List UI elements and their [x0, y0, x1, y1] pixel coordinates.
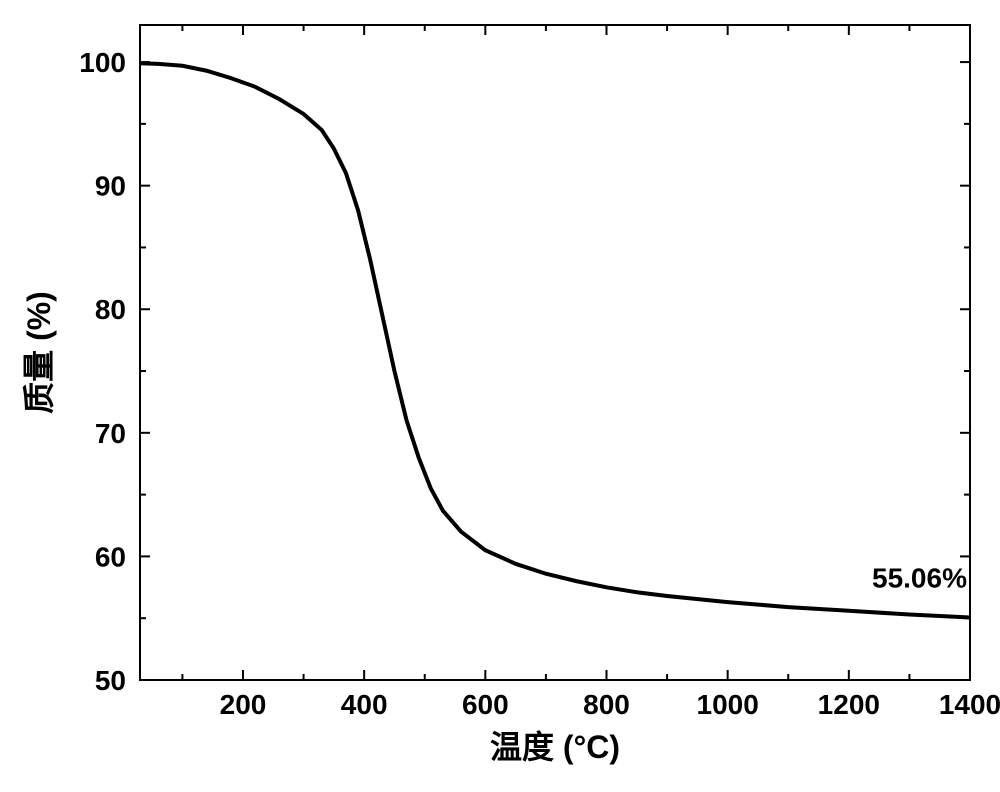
svg-text:70: 70: [95, 418, 126, 449]
svg-text:50: 50: [95, 665, 126, 696]
svg-text:800: 800: [583, 689, 630, 720]
x-axis-title: 温度 (°C): [490, 729, 620, 765]
tga-chart: 200 400 600 800 1000 1200 1400 50 60 70 80 90 100 5…: [0, 0, 1000, 792]
x-tick-labels: 200 400 600 800 1000 1200 1400: [220, 689, 1000, 720]
svg-text:1200: 1200: [818, 689, 880, 720]
svg-text:90: 90: [95, 171, 126, 202]
svg-text:400: 400: [341, 689, 388, 720]
tga-curve: [140, 63, 970, 617]
svg-text:1000: 1000: [697, 689, 759, 720]
svg-text:1400: 1400: [939, 689, 1000, 720]
y-ticks-minor: [140, 124, 970, 618]
y-axis-title: 质量 (%): [21, 291, 57, 414]
chart-svg: 200 400 600 800 1000 1200 1400 50 60 70 80 90 100 5…: [0, 0, 1000, 792]
y-ticks-major: [140, 62, 970, 680]
svg-text:100: 100: [79, 47, 126, 78]
plot-frame: [140, 25, 970, 680]
svg-text:600: 600: [462, 689, 509, 720]
x-ticks-major: [243, 25, 970, 680]
svg-text:200: 200: [220, 689, 267, 720]
final-mass-annotation: 55.06%: [872, 562, 967, 593]
svg-text:60: 60: [95, 541, 126, 572]
x-ticks-minor: [182, 25, 909, 680]
y-tick-labels: 50 60 70 80 90 100: [79, 47, 126, 696]
svg-text:80: 80: [95, 294, 126, 325]
